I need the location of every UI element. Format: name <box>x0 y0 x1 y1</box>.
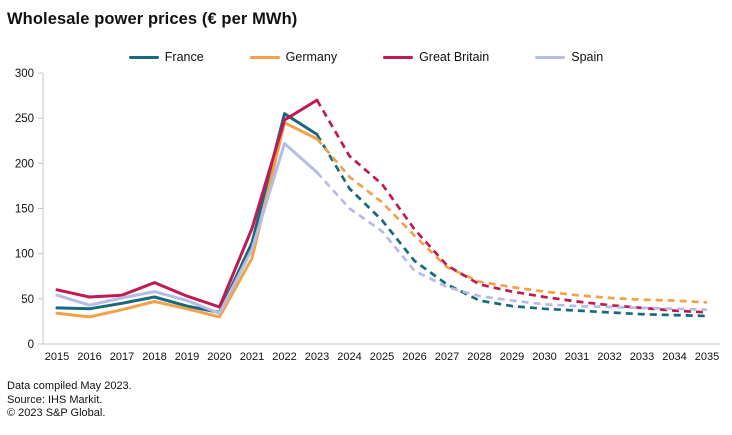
x-axis-tick-label: 2016 <box>77 351 101 363</box>
chart-title: Wholesale power prices (€ per MWh) <box>7 10 298 28</box>
x-axis-tick-label: 2022 <box>272 351 296 363</box>
legend-label: Germany <box>285 50 338 64</box>
x-axis-tick-label: 2015 <box>45 351 69 363</box>
series-line-great-britain-forecast <box>315 99 708 314</box>
price-chart-svg: 0 50 100 150 200 250 300 2015 2016 2017 2018 2019 20… <box>15 68 720 363</box>
x-axis-tick-label: 2033 <box>630 351 654 363</box>
chart-footnotes: Data compiled May 2023. Source: IHS Mark… <box>7 380 132 421</box>
legend-label: France <box>164 50 204 64</box>
legend-item-france: France <box>128 50 204 64</box>
x-axis-tick-label: 2020 <box>207 351 231 363</box>
series-line-great-britain-history <box>55 98 319 309</box>
x-axis-tick-label: 2028 <box>467 351 491 363</box>
legend-item-spain: Spain <box>535 50 603 64</box>
series-line-germany-history <box>55 121 319 319</box>
legend-swatch-germany <box>249 55 280 59</box>
y-axis-tick-label: 300 <box>15 68 34 80</box>
legend-item-germany: Germany <box>249 50 338 64</box>
series-line-spain-history <box>55 142 319 315</box>
legend-swatch-spain <box>535 55 566 59</box>
series-line-france-forecast <box>315 133 708 318</box>
legend-label: Spain <box>571 50 604 64</box>
y-axis-tick-label: 100 <box>15 249 34 261</box>
y-axis-tick-label: 250 <box>15 113 34 125</box>
x-axis-tick-label: 2027 <box>435 351 459 363</box>
x-axis-tick-label: 2019 <box>175 351 199 363</box>
legend-label: Great Britain <box>419 50 490 64</box>
y-axis-tick-label: 50 <box>21 294 34 306</box>
footnote-copyright: © 2023 S&P Global. <box>7 407 106 420</box>
x-axis-tick-label: 2018 <box>142 351 166 363</box>
x-axis-tick-label: 2024 <box>337 351 361 363</box>
x-axis-tick-label: 2031 <box>565 351 589 363</box>
x-axis-tick-label: 2017 <box>110 351 134 363</box>
legend-swatch-france <box>128 55 159 59</box>
x-axis-tick-label: 2025 <box>370 351 394 363</box>
legend-swatch-great-britain <box>383 55 414 59</box>
x-axis-tick-label: 2035 <box>695 351 719 363</box>
x-axis-tick-label: 2034 <box>662 351 686 363</box>
series-line-germany-forecast <box>315 138 708 304</box>
legend-item-great-britain: Great Britain <box>383 50 489 64</box>
x-axis-tick-label: 2023 <box>305 351 329 363</box>
y-axis-tick-label: 0 <box>28 339 34 351</box>
x-axis-tick-label: 2021 <box>240 351 264 363</box>
footnote-source: Source: IHS Markit. <box>7 393 103 406</box>
x-axis-tick-label: 2032 <box>597 351 621 363</box>
chart-legend: France Germany Great Britain Spain <box>0 50 732 64</box>
x-axis-tick-label: 2030 <box>532 351 556 363</box>
y-axis-tick-label: 200 <box>15 158 34 170</box>
footnote-data-compiled: Data compiled May 2023. <box>7 380 132 392</box>
chart-plot-area: 0 50 100 150 200 250 300 2015 2016 2017 2018 2019 20… <box>0 62 732 372</box>
series-line-spain-forecast <box>315 171 708 312</box>
y-axis-tick-label: 150 <box>15 204 34 216</box>
x-axis-tick-label: 2026 <box>402 351 426 363</box>
x-axis-tick-label: 2029 <box>500 351 524 363</box>
